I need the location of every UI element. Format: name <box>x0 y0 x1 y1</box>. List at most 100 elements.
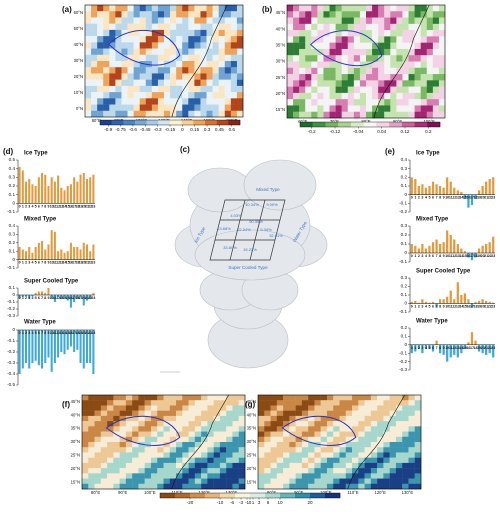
map-cell <box>109 42 116 49</box>
map-cell <box>224 73 232 80</box>
map-x-label: 60°E <box>92 118 101 123</box>
map-cell <box>414 415 422 422</box>
x-tick-label: 11 <box>449 346 453 350</box>
map-cell <box>219 436 227 443</box>
map-cell <box>359 11 367 18</box>
map-y-label: 45°N <box>71 399 80 404</box>
map-y-label: 15°N <box>276 107 285 112</box>
map-cell <box>377 452 384 458</box>
bar <box>73 177 76 204</box>
map-cell <box>389 426 397 432</box>
map-cell <box>100 447 108 453</box>
x-tick-label: 23 <box>91 261 95 265</box>
map-cell <box>91 36 98 43</box>
x-tick-label: 1 <box>22 296 24 300</box>
x-tick-label: 7 <box>41 204 43 208</box>
x-tick-label: 15 <box>463 304 467 308</box>
map-cell <box>133 54 140 62</box>
map-cell <box>218 5 225 12</box>
map-cell <box>232 442 239 448</box>
map-cell <box>353 61 361 68</box>
bar <box>492 236 495 253</box>
map-cell <box>305 5 312 12</box>
map-cell <box>283 395 290 401</box>
map-cell <box>358 426 365 432</box>
map-cell <box>329 55 336 62</box>
map-cell <box>396 86 403 94</box>
bar <box>53 330 56 363</box>
x-tick-label: 3 <box>421 254 423 258</box>
map-cell <box>333 478 340 484</box>
map-cell <box>329 11 336 18</box>
bar <box>410 301 413 304</box>
y-tick-label: -0.1 <box>7 209 15 214</box>
map-cell <box>317 80 324 87</box>
y-tick-label: -0.1 <box>7 265 15 270</box>
map-cell <box>264 395 271 401</box>
map-cell <box>317 99 324 106</box>
map-cell <box>305 111 312 119</box>
x-tick-label: 13 <box>59 296 63 300</box>
map-cell <box>383 452 390 458</box>
y-tick-label: 0.1 <box>9 248 16 253</box>
map-cell <box>109 23 116 31</box>
map-cell <box>308 415 315 422</box>
map-cell <box>170 85 177 93</box>
map-cell <box>157 11 165 18</box>
map-cell <box>151 73 159 80</box>
map-cell <box>145 5 153 12</box>
map-cell <box>157 61 165 68</box>
map-cell <box>236 5 244 12</box>
map-cell <box>383 395 390 401</box>
map-cell <box>326 405 334 411</box>
map-cell <box>85 79 92 87</box>
map-cell <box>347 11 355 18</box>
map-cell <box>258 436 265 443</box>
map-cell <box>366 105 373 112</box>
map-cell <box>358 447 365 453</box>
map-cell <box>289 447 296 453</box>
map-cell <box>100 468 108 474</box>
map-cell <box>107 395 114 401</box>
map-cell <box>224 110 232 118</box>
bar <box>456 190 459 195</box>
map: 80°E 90°E 100°E 110°E 120°E 130°E45°N40°N35°N… <box>247 394 422 495</box>
map-cell <box>370 473 378 479</box>
map-cell <box>139 5 146 12</box>
x-tick-label: 5 <box>428 196 430 200</box>
x-tick-label: 6 <box>38 331 40 335</box>
map-cell <box>414 80 421 87</box>
map-cell <box>414 30 421 37</box>
map-cell <box>364 442 372 448</box>
map-cell <box>333 415 340 422</box>
x-tick-label: 21 <box>484 304 488 308</box>
map-cell <box>390 48 397 56</box>
map-cell <box>176 457 183 464</box>
map-cell <box>395 442 403 448</box>
bar <box>73 247 76 260</box>
map-cell <box>408 405 415 411</box>
map-cell <box>133 48 140 55</box>
map-cell <box>384 80 391 87</box>
map-cell <box>414 42 421 50</box>
map-cell <box>206 54 213 62</box>
map-cell <box>224 42 232 49</box>
map-cell <box>383 468 390 474</box>
map-cell <box>94 400 102 406</box>
map-cell <box>308 452 315 458</box>
x-tick-label: 5 <box>428 254 430 258</box>
map-cell <box>352 483 359 490</box>
x-tick-label: 11 <box>53 296 57 300</box>
map-cell <box>194 11 201 18</box>
map-cell <box>432 42 440 50</box>
map-cell <box>103 42 110 49</box>
map-cell <box>359 105 367 112</box>
map-cell <box>364 410 372 417</box>
map-cell <box>366 86 373 94</box>
map-cell <box>395 462 403 469</box>
map-cell <box>238 442 246 448</box>
map-cell <box>230 36 238 43</box>
map-cell <box>335 74 342 81</box>
x-tick-label: 14 <box>63 331 67 335</box>
x-tick-label: 21 <box>85 296 89 300</box>
